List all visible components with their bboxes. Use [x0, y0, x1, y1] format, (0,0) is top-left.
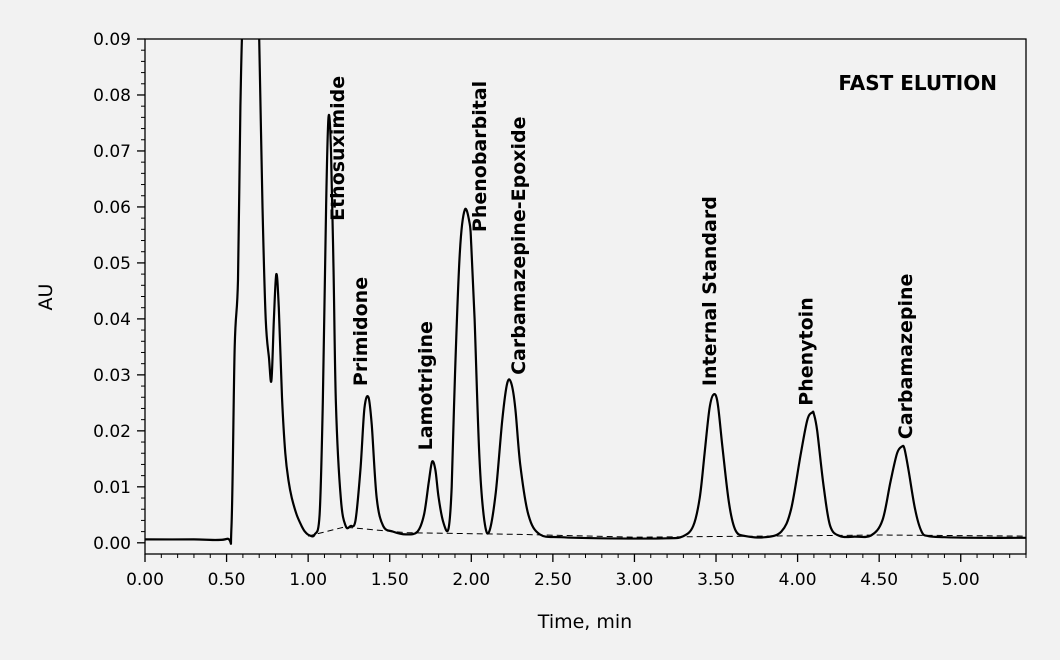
peak-labels: Ethosuximide Primidone Lamotrigine Phenobar… — [327, 76, 917, 451]
peak-label: Carbamazepine — [895, 274, 917, 440]
baseline-dashed-line — [307, 526, 1026, 538]
y-tick-label: 0.02 — [93, 422, 131, 442]
y-axis: 0.00 0.01 0.02 0.03 0.04 0.05 0.06 0.07 0.08 0.09 — [93, 30, 145, 554]
peak-label: Ethosuximide — [327, 76, 349, 221]
peak-label: Phenytoin — [795, 297, 817, 405]
y-tick-label: 0.05 — [93, 254, 131, 274]
y-tick-label: 0.04 — [93, 310, 131, 330]
x-tick-label: 1.00 — [289, 570, 327, 590]
x-tick-label: 4.00 — [779, 570, 817, 590]
peak-label: Phenobarbital — [469, 81, 491, 232]
x-tick-label: 2.50 — [534, 570, 572, 590]
peak-label: Carbamazepine-Epoxide — [508, 116, 530, 374]
x-tick-label: 2.00 — [452, 570, 490, 590]
x-tick-label: 0.00 — [126, 570, 164, 590]
chromatogram-trace — [145, 39, 1026, 545]
x-tick-label: 3.00 — [616, 570, 654, 590]
x-axis-title: Time, min — [537, 611, 632, 633]
y-tick-label: 0.01 — [93, 478, 131, 498]
chart-title: FAST ELUTION — [838, 71, 997, 95]
y-tick-label: 0.08 — [93, 86, 131, 106]
x-tick-label: 3.50 — [697, 570, 735, 590]
x-tick-label: 5.00 — [942, 570, 980, 590]
x-tick-label: 0.50 — [208, 570, 246, 590]
y-axis-title: AU — [35, 284, 57, 311]
y-tick-label: 0.09 — [93, 30, 131, 50]
y-tick-label: 0.03 — [93, 366, 131, 386]
x-axis: 0.00 0.50 1.00 1.50 2.00 2.50 3.00 3.50 4.00 4.50… — [126, 554, 1027, 590]
peak-label: Lamotrigine — [415, 321, 437, 450]
peak-label: Primidone — [350, 277, 372, 386]
x-tick-label: 4.50 — [860, 570, 898, 590]
y-tick-label: 0.07 — [93, 142, 131, 162]
y-tick-label: 0.00 — [93, 534, 131, 554]
y-tick-label: 0.06 — [93, 198, 131, 218]
x-tick-label: 1.50 — [371, 570, 409, 590]
peak-label: Internal Standard — [699, 196, 721, 386]
